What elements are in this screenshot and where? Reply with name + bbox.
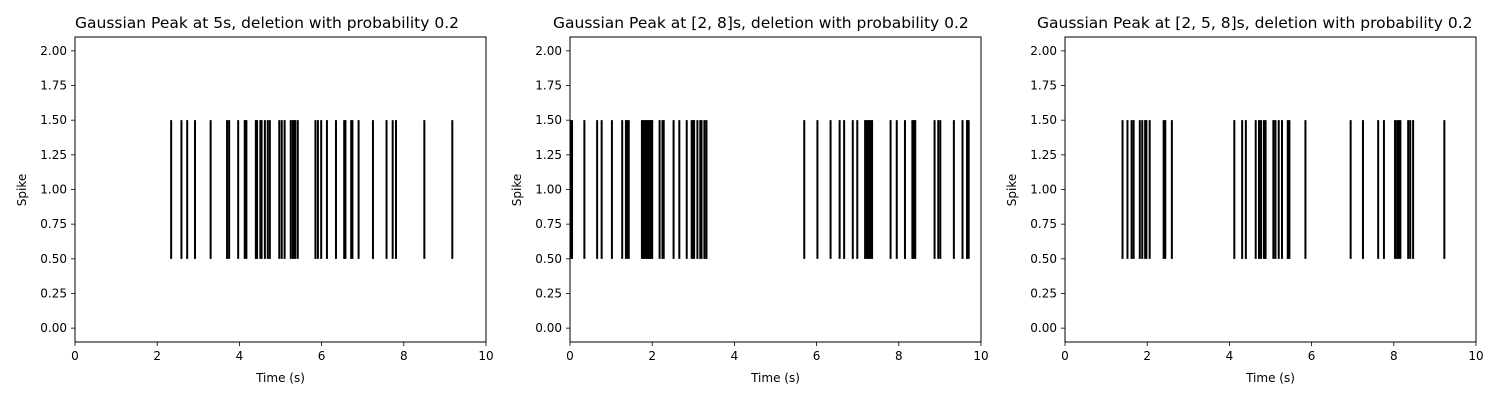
x-tick-label: 8 xyxy=(400,349,408,363)
x-tick-label: 4 xyxy=(731,349,739,363)
x-tick-label: 2 xyxy=(153,349,161,363)
y-tick-label: 0.75 xyxy=(40,217,67,231)
x-tick-label: 10 xyxy=(1468,349,1483,363)
y-tick-label: 1.75 xyxy=(40,79,67,93)
x-tick-label: 2 xyxy=(1143,349,1151,363)
subplot-3-title: Gaussian Peak at [2, 5, 8]s, deletion wi… xyxy=(1037,14,1473,32)
x-tick-label: 6 xyxy=(1308,349,1316,363)
y-tick-label: 2.00 xyxy=(535,44,562,58)
subplot-2: Gaussian Peak at [2, 8]s, deletion with … xyxy=(510,14,989,385)
y-tick-label: 0.00 xyxy=(535,321,562,335)
subplot-3-spikes xyxy=(1121,120,1446,259)
y-tick-label: 2.00 xyxy=(40,44,67,58)
y-tick-label: 1.75 xyxy=(535,79,562,93)
y-tick-label: 1.00 xyxy=(1030,183,1057,197)
x-tick-label: 0 xyxy=(1061,349,1069,363)
x-tick-label: 0 xyxy=(71,349,79,363)
y-tick-label: 0.25 xyxy=(40,286,67,300)
subplot-3-frame xyxy=(1064,36,1477,343)
y-tick-label: 0.25 xyxy=(1030,286,1057,300)
subplot-1-title: Gaussian Peak at 5s, deletion with proba… xyxy=(75,14,459,32)
y-tick-label: 2.00 xyxy=(1030,44,1057,58)
subplot-2-frame xyxy=(569,36,982,343)
x-tick-label: 4 xyxy=(1226,349,1234,363)
y-tick-label: 1.50 xyxy=(1030,113,1057,127)
y-tick-label: 1.50 xyxy=(535,113,562,127)
subplot-1-xlabel: Time (s) xyxy=(255,371,305,385)
subplot-1-ylabel: Spike xyxy=(15,174,29,206)
subplot-2-xlabel: Time (s) xyxy=(750,371,800,385)
subplot-3: Gaussian Peak at [2, 5, 8]s, deletion wi… xyxy=(1005,14,1484,385)
y-tick-label: 0.00 xyxy=(40,321,67,335)
y-tick-label: 1.00 xyxy=(40,183,67,197)
y-tick-label: 1.00 xyxy=(535,183,562,197)
x-tick-label: 0 xyxy=(566,349,574,363)
y-tick-label: 1.25 xyxy=(535,148,562,162)
subplot-1: Gaussian Peak at 5s, deletion with proba… xyxy=(15,14,494,385)
subplot-2-ylabel: Spike xyxy=(510,174,524,206)
y-tick-label: 1.50 xyxy=(40,113,67,127)
x-tick-label: 2 xyxy=(648,349,656,363)
x-tick-label: 4 xyxy=(236,349,244,363)
x-tick-label: 10 xyxy=(973,349,988,363)
y-tick-label: 0.75 xyxy=(535,217,562,231)
subplot-3-xlabel: Time (s) xyxy=(1245,371,1295,385)
y-tick-label: 0.50 xyxy=(40,252,67,266)
y-tick-label: 0.25 xyxy=(535,286,562,300)
y-tick-label: 0.00 xyxy=(1030,321,1057,335)
y-tick-label: 0.75 xyxy=(1030,217,1057,231)
subplot-3-ylabel: Spike xyxy=(1005,174,1019,206)
x-tick-label: 8 xyxy=(895,349,903,363)
subplot-1-frame xyxy=(74,36,487,343)
subplot-2-spikes xyxy=(569,120,970,259)
x-tick-label: 6 xyxy=(813,349,821,363)
x-tick-label: 10 xyxy=(478,349,493,363)
y-tick-label: 1.75 xyxy=(1030,79,1057,93)
x-tick-label: 8 xyxy=(1390,349,1398,363)
y-tick-label: 0.50 xyxy=(1030,252,1057,266)
y-tick-label: 1.25 xyxy=(1030,148,1057,162)
subplot-1-spikes xyxy=(170,120,454,259)
subplot-2-title: Gaussian Peak at [2, 8]s, deletion with … xyxy=(553,14,969,32)
y-tick-label: 1.25 xyxy=(40,148,67,162)
x-tick-label: 6 xyxy=(318,349,326,363)
y-tick-label: 0.50 xyxy=(535,252,562,266)
